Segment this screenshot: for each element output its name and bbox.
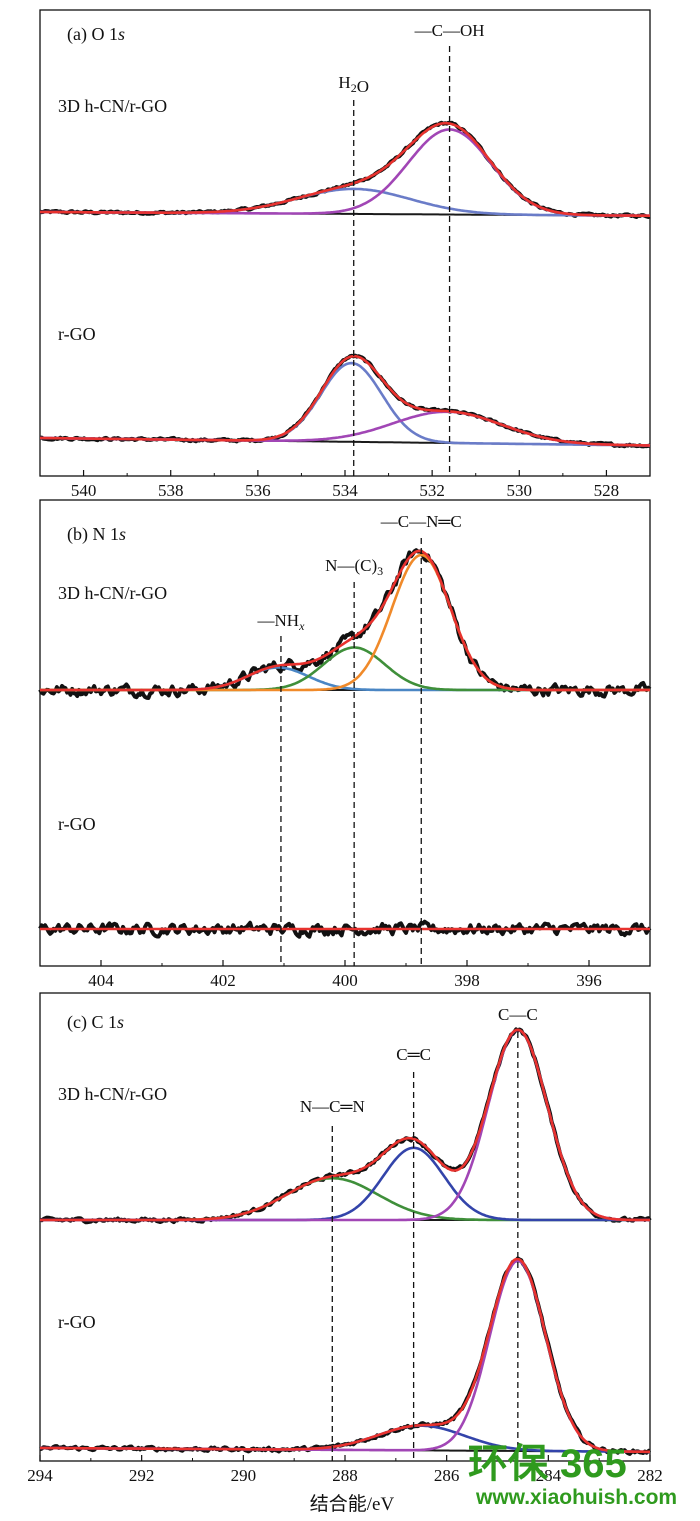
- x-tick-label: 286: [434, 1466, 460, 1485]
- x-tick-label: 536: [245, 481, 271, 500]
- x-tick-label: 288: [332, 1466, 358, 1485]
- x-tick-label: 284: [536, 1466, 562, 1485]
- sample-label: r-GO: [58, 1312, 96, 1332]
- panel-title: (b) N 1s: [67, 524, 126, 545]
- watermark-brand-number: 365: [560, 1442, 627, 1486]
- x-tick-label: 540: [71, 481, 97, 500]
- peak-label: —C—N═C: [380, 512, 462, 531]
- series-r-go: [39, 353, 651, 449]
- watermark-logo: 环保 365 www.xiaohuish.com: [468, 1442, 677, 1509]
- x-tick-label: 282: [637, 1466, 663, 1485]
- raw-spectrum: [39, 120, 651, 219]
- x-tick-label: 404: [88, 971, 114, 990]
- series-3d-h-cn-r-go: [39, 1027, 652, 1225]
- x-tick-label: 396: [576, 971, 602, 990]
- watermark-url: www.xiaohuish.com: [475, 1486, 677, 1509]
- fit-envelope: [40, 1257, 650, 1454]
- x-tick-label: 294: [27, 1466, 53, 1485]
- raw-spectrum: [39, 353, 651, 449]
- peak-label: N—(C)3: [325, 556, 383, 578]
- x-tick-label: 292: [129, 1466, 155, 1485]
- fit-envelope: [40, 354, 651, 447]
- x-tick-label: 538: [158, 481, 184, 500]
- x-tick-label: 528: [594, 481, 620, 500]
- series-3d-h-cn-r-go: [38, 548, 652, 700]
- series-r-go: [39, 1256, 652, 1456]
- x-tick-label: 402: [210, 971, 236, 990]
- series-3d-h-cn-r-go: [39, 120, 651, 219]
- sample-label: 3D h-CN/r-GO: [58, 96, 167, 116]
- fit-envelope: [40, 121, 650, 217]
- panel-a: 540 538 536 534 532 530 528 (a) O 1s 3D h-CN/r-G…: [39, 9, 651, 500]
- watermark-brand-cn: 环保: [468, 1442, 549, 1486]
- x-tick-label: 290: [231, 1466, 257, 1485]
- sample-label: 3D h-CN/r-GO: [58, 583, 167, 603]
- panels-layer: 540 538 536 534 532 530 528 (a) O 1s 3D h-CN/r-G…: [27, 9, 663, 1485]
- peak-label: —NHx: [257, 611, 306, 633]
- raw-spectrum: [39, 1027, 652, 1225]
- x-tick-label: 532: [419, 481, 445, 500]
- component-peak: [40, 361, 650, 447]
- component-peak: [40, 1028, 650, 1222]
- fit-envelope: [40, 1028, 650, 1222]
- component-peak: [40, 128, 650, 217]
- x-tick-label: 534: [332, 481, 358, 500]
- component-peak: [40, 1259, 650, 1454]
- sample-label: 3D h-CN/r-GO: [58, 1084, 167, 1104]
- series-r-go: [38, 919, 652, 939]
- component-peak: [40, 553, 650, 692]
- panel-c: 294 292 290 288 286 284 282 (c) C 1s 3D h-CN/r-G…: [27, 992, 663, 1485]
- peak-label: H2O: [338, 73, 369, 96]
- x-tick-label: 398: [454, 971, 480, 990]
- raw-spectrum: [38, 919, 652, 939]
- x-tick-label: 400: [332, 971, 358, 990]
- x-axis-label: 结合能/eV: [310, 1493, 395, 1515]
- peak-label: C—C: [498, 1005, 538, 1024]
- sample-label: r-GO: [58, 814, 96, 834]
- panel-b: 404 402 400 398 396 (b) N 1s 3D h-CN/r-GO r-GO —…: [38, 499, 652, 990]
- peak-label: —C—OH: [414, 21, 485, 40]
- peak-label: C═C: [396, 1045, 431, 1064]
- fit-envelope: [40, 549, 650, 692]
- component-peak: [40, 1146, 650, 1222]
- component-peak: [40, 646, 650, 692]
- sample-label: r-GO: [58, 324, 96, 344]
- x-tick-label: 530: [507, 481, 533, 500]
- peak-label: N—C═N: [300, 1097, 365, 1116]
- raw-spectrum: [39, 1256, 652, 1456]
- panel-title: (a) O 1s: [67, 24, 125, 45]
- panel-title: (c) C 1s: [67, 1012, 124, 1033]
